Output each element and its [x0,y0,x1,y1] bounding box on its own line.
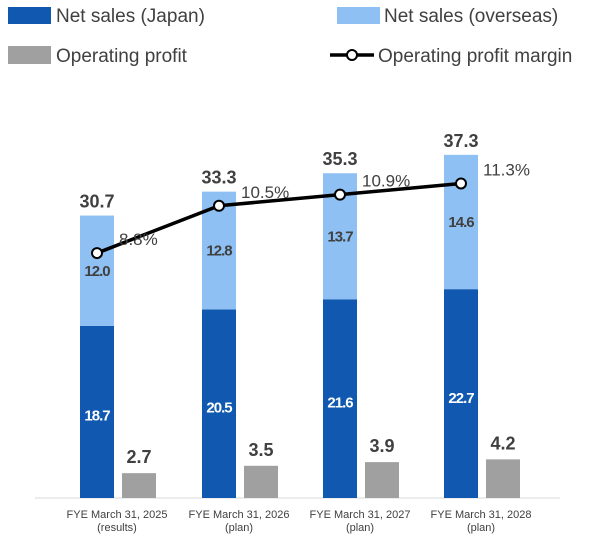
bar-japan [323,299,357,498]
data-label-total: 37.3 [443,131,478,151]
data-label-operating-profit: 2.7 [126,447,151,467]
x-tick-label: FYE March 31, 2026 [189,509,290,521]
data-label-overseas: 14.6 [448,214,474,231]
data-label-overseas: 13.7 [327,228,353,245]
bar-overseas [80,215,114,326]
legend-marker-margin [346,49,358,61]
data-label-margin: 11.3% [483,160,530,179]
margin-point [334,188,346,201]
bar-japan [444,289,478,498]
margin-line [96,181,462,255]
legend-label-margin: Operating profit margin [378,46,572,67]
data-label-japan: 22.7 [448,390,474,407]
margin-point [213,199,225,212]
legend-swatch-japan [8,7,51,24]
data-label-japan: 18.7 [84,407,110,424]
data-label-total: 30.7 [79,192,114,212]
legend-swatch-overseas [337,7,380,24]
data-label-japan: 20.5 [206,399,232,416]
bar-operating-profit [122,473,156,498]
legend-label-overseas: Net sales (overseas) [384,6,558,27]
data-label-overseas: 12.0 [84,263,110,280]
data-label-total: 35.3 [322,149,357,169]
margin-point [455,177,467,190]
legend: Net sales (Japan) Net sales (overseas) O… [8,6,572,67]
bar-japan [80,325,114,498]
bar-operating-profit [244,465,278,498]
data-label-overseas: 12.8 [206,243,232,260]
bar-operating-profit [365,462,399,498]
data-label-operating-profit: 3.9 [369,436,394,456]
x-tick-label: FYE March 31, 2025 [67,509,168,521]
bar-operating-profit [486,459,520,498]
legend-label-operating-profit: Operating profit [56,46,188,67]
bar-overseas [444,154,478,290]
data-label-margin: 8.8% [119,230,158,249]
x-tick-label-sub: (results) [97,522,137,534]
data-label-margin: 10.5% [241,183,289,202]
data-label-operating-profit: 4.2 [490,433,515,453]
x-tick-label-sub: (plan) [467,522,495,534]
legend-swatch-operating-profit [8,46,51,64]
x-tick-label-sub: (plan) [346,522,374,534]
x-tick-label-sub: (plan) [225,522,253,534]
data-label-operating-profit: 3.5 [248,440,273,460]
data-label-japan: 21.6 [327,395,353,412]
legend-label-japan: Net sales (Japan) [56,6,205,27]
x-tick-label: FYE March 31, 2027 [310,509,411,521]
margin-point [91,247,103,260]
data-label-margin: 10.9% [362,172,410,191]
x-tick-label: FYE March 31, 2028 [431,509,532,521]
bar-japan [202,309,236,498]
chart-marks: 18.7 12.0 30.7 2.7 FYE March 31, 2025(result… [67,131,532,534]
data-label-total: 33.3 [201,168,236,188]
